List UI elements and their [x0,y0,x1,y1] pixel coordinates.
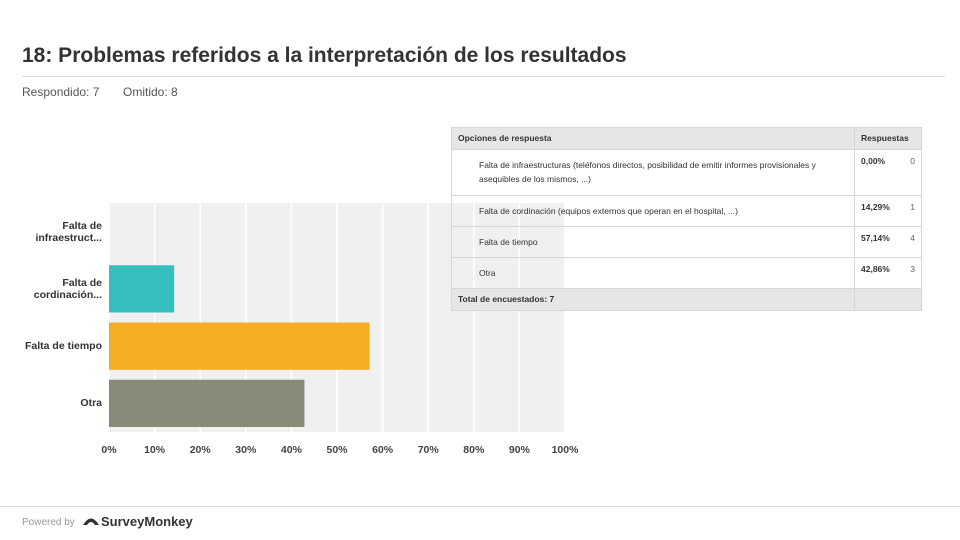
powered-by: Powered by [22,517,75,528]
footer-rule [0,506,960,507]
x-tick-label: 0% [101,444,117,456]
skipped: Omitido: 8 [123,85,178,99]
x-tick-label: 70% [418,444,440,456]
logo-icon [83,518,99,525]
percent-cell: 0,00% [854,149,901,196]
count-cell: 3 [901,257,922,289]
header-cell: Respuestas [854,127,922,150]
total-row: Total de encuestados: 7 [451,288,922,311]
header-cell: Opciones de respuesta [451,127,855,150]
option-cell: Otra [451,257,855,289]
count-cell: 0 [901,149,922,196]
answered: Respondido: 7 [22,85,100,99]
x-tick-label: 40% [281,444,303,456]
bar [109,379,305,427]
percent-cell: 42,86% [854,257,901,289]
table-row: Falta de cordinación (equipos externos q… [451,195,922,227]
option-cell: Falta de tiempo [451,226,855,258]
table-row: Otra 42,86% 3 [451,257,922,289]
option-cell: Falta de cordinación (equipos externos q… [451,195,855,227]
category-label: Otra [80,397,102,410]
percent-cell: 57,14% [854,226,901,258]
x-tick-label: 90% [509,444,531,456]
header-row: Opciones de respuesta Respuestas [451,127,922,150]
x-tick-label: 30% [235,444,257,456]
response-table: Opciones de respuesta Respuestas Falta de … [451,127,922,311]
brand: SurveyMonkey [101,514,193,529]
bar [109,265,175,313]
x-tick-label: 80% [463,444,485,456]
count-cell: 1 [901,195,922,227]
total-cell: Total de encuestados: 7 [451,288,855,311]
bar [109,322,370,370]
category-label: Falta de infraestruct... [35,219,102,244]
title-rule [22,76,945,77]
total-empty [854,288,922,311]
x-tick-label: 50% [326,444,348,456]
percent-cell: 14,29% [854,195,901,227]
table-row: Falta de infraestructuras (teléfonos dir… [451,149,922,196]
x-tick-label: 10% [144,444,166,456]
count-cell: 4 [901,226,922,258]
table-row: Falta de tiempo 57,14% 4 [451,226,922,258]
option-cell: Falta de infraestructuras (teléfonos dir… [451,149,855,196]
x-tick-label: 100% [552,444,580,456]
x-tick-label: 60% [372,444,394,456]
x-tick-label: 20% [190,444,212,456]
title: 18: Problemas referidos a la interpretac… [22,44,627,67]
category-label: Falta de tiempo [24,340,102,353]
category-label: Falta de cordinación... [33,276,102,301]
